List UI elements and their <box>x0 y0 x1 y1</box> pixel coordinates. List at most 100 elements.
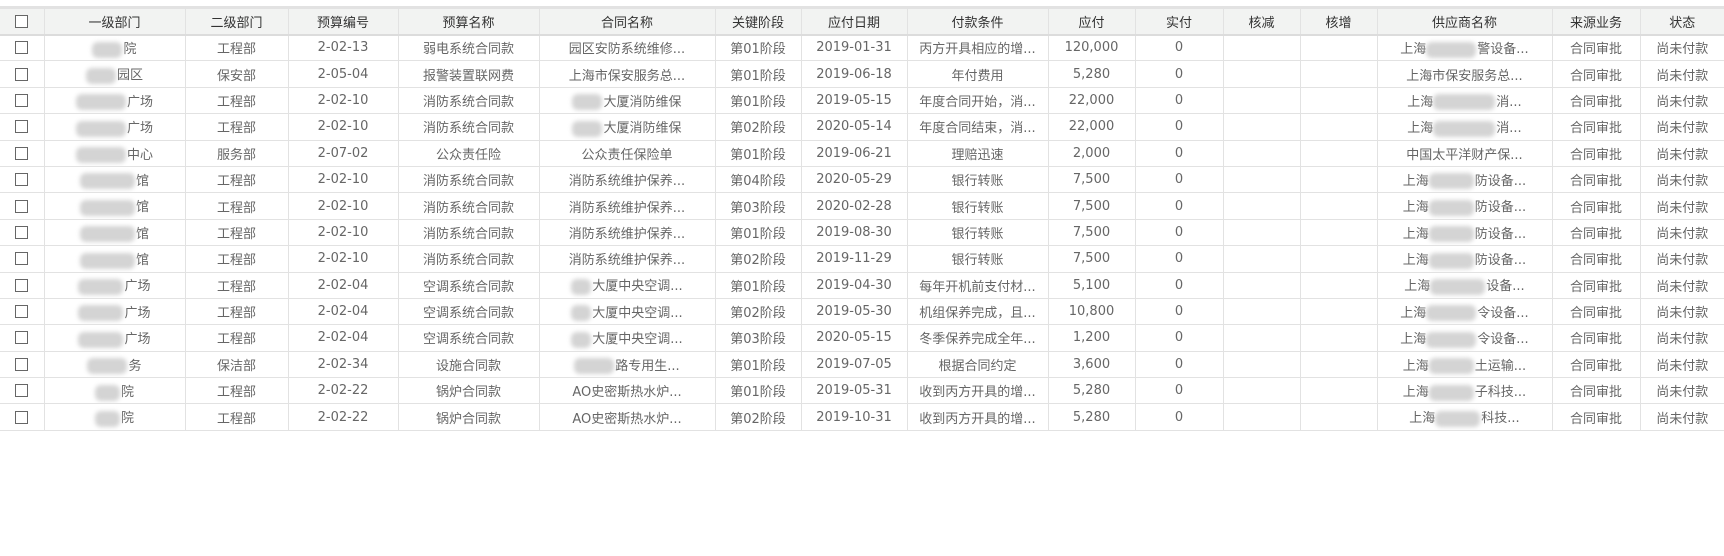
cell-deduct <box>1222 350 1301 379</box>
table-row[interactable]: 园区 保安部 2-05-04 报警装置联网费 上海市保安服务总... 第01阶段 2019-… <box>0 60 1724 88</box>
cell-text: AO史密斯热水炉... <box>572 385 682 401</box>
cell-paid: 0 <box>1134 403 1224 431</box>
cell-text: 上海 <box>1404 279 1431 295</box>
col-header-dept2[interactable]: 二级部门 <box>184 8 289 36</box>
cell-add <box>1299 324 1378 352</box>
table-row[interactable]: 务 保洁部 2-02-34 设施合同款 路专用生... 第01阶段 2019-07-05 根据… <box>0 350 1724 379</box>
row-checkbox[interactable] <box>15 120 29 134</box>
row-checkbox[interactable] <box>15 331 29 345</box>
cell-text: 第01阶段 <box>730 147 786 163</box>
table-row[interactable]: 广场 工程部 2-02-10 消防系统合同款 大厦消防维保 第02阶段 2020-05-14… <box>0 113 1724 141</box>
row-select-cell[interactable] <box>0 33 45 62</box>
col-header-terms[interactable]: 付款条件 <box>906 8 1049 36</box>
col-header-status[interactable]: 状态 <box>1639 8 1724 36</box>
row-checkbox[interactable] <box>15 225 29 239</box>
table-row[interactable]: 中心 服务部 2-07-02 公众责任险 公众责任保险单 第01阶段 2019-06-21 理… <box>0 139 1724 167</box>
cell-due-date: 2020-05-15 <box>800 324 908 352</box>
table-row[interactable]: 院 工程部 2-02-13 弱电系统合同款 园区安防系统维修... 第01阶段 2019-0… <box>0 33 1724 62</box>
col-header-deduct[interactable]: 核减 <box>1222 8 1301 36</box>
row-select-cell[interactable] <box>0 245 45 273</box>
cell-dept2: 工程部 <box>184 165 289 194</box>
cell-terms: 收到丙方开具的增... <box>906 403 1049 431</box>
row-checkbox[interactable] <box>15 67 29 81</box>
cell-dept2: 工程部 <box>184 245 289 273</box>
redacted-blur <box>79 226 135 243</box>
col-header-due-date[interactable]: 应付日期 <box>800 8 908 36</box>
row-checkbox[interactable] <box>15 93 29 107</box>
row-select-cell[interactable] <box>0 271 45 299</box>
cell-source: 合同审批 <box>1551 271 1641 299</box>
col-header-budget-name[interactable]: 预算名称 <box>397 8 540 36</box>
cell-deduct <box>1222 33 1301 62</box>
cell-text: 广场 <box>124 305 151 321</box>
row-select-cell[interactable] <box>0 192 45 220</box>
col-header-dept1[interactable]: 一级部门 <box>43 8 186 36</box>
row-select-cell[interactable] <box>0 139 45 167</box>
col-header-source[interactable]: 来源业务 <box>1551 8 1641 36</box>
cell-text: 大厦中央空调... <box>592 279 683 295</box>
cell-text: 银行转账 <box>951 226 1004 242</box>
col-header-budget-no[interactable]: 预算编号 <box>287 8 399 36</box>
redacted-blur <box>92 41 123 58</box>
cell-text: 2020-05-29 <box>816 172 892 188</box>
cell-status: 尚未付款 <box>1639 377 1724 405</box>
cell-text: 消防系统维护保养... <box>568 253 686 269</box>
row-checkbox[interactable] <box>15 357 29 371</box>
cell-text: 10,800 <box>1068 304 1115 320</box>
row-select-cell[interactable] <box>0 165 45 194</box>
row-checkbox[interactable] <box>15 41 29 55</box>
row-select-cell[interactable] <box>0 350 45 379</box>
table-row[interactable]: 广场 工程部 2-02-04 空调系统合同款 大厦中央空调... 第03阶段 2020-05… <box>0 324 1724 352</box>
row-select-cell[interactable] <box>0 218 45 247</box>
row-select-cell[interactable] <box>0 297 45 326</box>
table-row[interactable]: 广场 工程部 2-02-04 空调系统合同款 大厦中央空调... 第02阶段 2019-05… <box>0 297 1724 326</box>
row-checkbox[interactable] <box>15 305 29 319</box>
table-row[interactable]: 馆 工程部 2-02-10 消防系统合同款 消防系统维护保养... 第01阶段 2019-0… <box>0 218 1724 247</box>
row-select-cell[interactable] <box>0 86 45 115</box>
row-select-cell[interactable] <box>0 60 45 88</box>
cell-text: 科技... <box>1481 411 1520 427</box>
cell-text: 合同审批 <box>1569 94 1622 110</box>
row-select-cell[interactable] <box>0 377 45 405</box>
cell-paid: 0 <box>1134 113 1224 141</box>
table-row[interactable]: 广场 工程部 2-02-04 空调系统合同款 大厦中央空调... 第01阶段 2019-04… <box>0 271 1724 299</box>
cell-text: 公众责任保险单 <box>581 147 673 163</box>
table-row[interactable]: 院 工程部 2-02-22 锅炉合同款 AO史密斯热水炉... 第02阶段 2019-10-… <box>0 403 1724 431</box>
cell-status: 尚未付款 <box>1639 218 1724 247</box>
row-select-cell[interactable] <box>0 403 45 431</box>
table-row[interactable]: 馆 工程部 2-02-10 消防系统合同款 消防系统维护保养... 第03阶段 2020-0… <box>0 192 1724 220</box>
cell-text: 2-02-13 <box>317 40 369 56</box>
table-row[interactable]: 馆 工程部 2-02-10 消防系统合同款 消防系统维护保养... 第04阶段 2020-0… <box>0 165 1724 194</box>
cell-text: 2020-05-14 <box>816 119 892 135</box>
row-checkbox[interactable] <box>15 199 29 213</box>
cell-add <box>1299 245 1378 273</box>
row-select-cell[interactable] <box>0 113 45 141</box>
cell-text: 2019-01-31 <box>816 40 892 56</box>
row-checkbox[interactable] <box>15 384 29 398</box>
table-row[interactable]: 馆 工程部 2-02-10 消防系统合同款 消防系统维护保养... 第02阶段 2019-1… <box>0 245 1724 273</box>
col-header-paid[interactable]: 实付 <box>1134 8 1224 36</box>
cell-text: 工程部 <box>216 253 256 269</box>
col-header-stage[interactable]: 关键阶段 <box>714 8 802 36</box>
row-checkbox[interactable] <box>15 173 29 187</box>
col-header-add[interactable]: 核增 <box>1299 8 1378 36</box>
cell-terms: 银行转账 <box>906 192 1049 220</box>
cell-due-date: 2019-10-31 <box>800 403 908 431</box>
col-header-contract[interactable]: 合同名称 <box>538 8 716 36</box>
table-row[interactable]: 院 工程部 2-02-22 锅炉合同款 AO史密斯热水炉... 第01阶段 2019-05-… <box>0 377 1724 405</box>
row-select-cell[interactable] <box>0 324 45 352</box>
select-all-header[interactable] <box>0 8 45 36</box>
cell-due-date: 2019-07-05 <box>800 350 908 379</box>
col-header-supplier[interactable]: 供应商名称 <box>1376 8 1553 36</box>
row-checkbox[interactable] <box>15 278 29 292</box>
col-header-payable[interactable]: 应付 <box>1047 8 1136 36</box>
cell-text: 0 <box>1174 224 1184 240</box>
select-all-checkbox[interactable] <box>15 14 29 28</box>
cell-add <box>1299 297 1378 326</box>
row-checkbox[interactable] <box>15 252 29 266</box>
row-checkbox[interactable] <box>15 410 29 424</box>
cell-paid: 0 <box>1134 192 1224 220</box>
table-row[interactable]: 广场 工程部 2-02-10 消防系统合同款 大厦消防维保 第01阶段 2019-05-15… <box>0 86 1724 115</box>
row-checkbox[interactable] <box>15 146 29 160</box>
cell-source: 合同审批 <box>1551 192 1641 220</box>
